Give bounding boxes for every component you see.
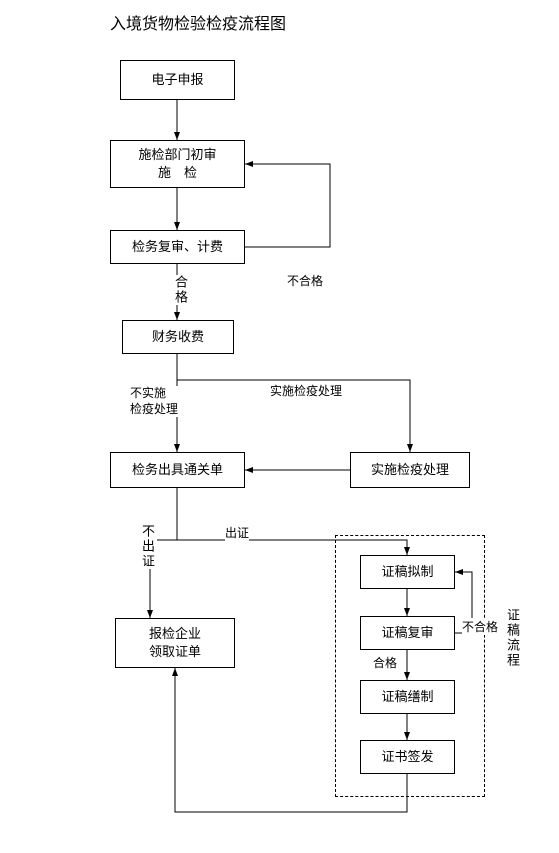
- edge-label-fail1: 不合格: [287, 272, 323, 289]
- side-label-cert-flow: 证稿流程: [503, 608, 522, 668]
- edge-label-no-treat: 不实施 检疫处理: [130, 386, 178, 417]
- node-cert-issue: 证书签发: [360, 740, 455, 774]
- edge-label-do-treat: 实施检疫处理: [270, 382, 342, 399]
- edge-label-issue: 出证: [225, 524, 249, 541]
- node-label: 证稿拟制: [381, 563, 433, 581]
- node-clearance-cert: 检务出具通关单: [110, 452, 245, 488]
- node-finance-charge: 财务收费: [122, 320, 234, 354]
- node-label: 证书签发: [381, 748, 433, 766]
- node-label: 证稿缮制: [381, 688, 433, 706]
- edge-label-no-issue: 不出证: [138, 524, 157, 569]
- node-draft: 证稿拟制: [360, 555, 455, 589]
- node-label: 检务出具通关单: [132, 461, 223, 479]
- edge-label-pass2: 合格: [373, 654, 397, 671]
- node-label: 施 检: [158, 164, 197, 182]
- node-review-fee: 检务复审、计费: [110, 230, 245, 264]
- node-label: 财务收费: [152, 328, 204, 346]
- node-draft-prepare: 证稿缮制: [360, 680, 455, 714]
- node-label: 电子申报: [151, 71, 203, 89]
- chart-title: 入境货物检验检疫流程图: [110, 10, 286, 34]
- node-label: 检务复审、计费: [132, 238, 223, 256]
- node-quarantine-treat: 实施检疫处理: [350, 452, 470, 488]
- node-enterprise-collect: 报检企业 领取证单: [115, 618, 235, 668]
- node-label: 施检部门初审: [138, 146, 216, 164]
- flowchart-stage: 入境货物检验检疫流程图: [0, 0, 559, 853]
- node-label: 证稿复审: [381, 624, 433, 642]
- node-initial-inspect: 施检部门初审 施 检: [110, 140, 245, 188]
- node-draft-review: 证稿复审: [360, 616, 455, 650]
- edge-label-fail2: 不合格: [462, 618, 498, 635]
- node-electronic-declare: 电子申报: [120, 60, 235, 100]
- node-label: 报检企业: [149, 625, 201, 643]
- edge-label-pass1: 合格: [171, 275, 190, 305]
- node-label: 领取证单: [149, 643, 201, 661]
- node-label: 实施检疫处理: [371, 461, 449, 479]
